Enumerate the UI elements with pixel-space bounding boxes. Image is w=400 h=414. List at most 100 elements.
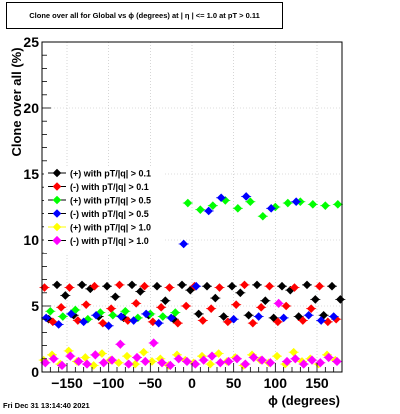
x-tick-label: −50 xyxy=(138,375,162,391)
data-point xyxy=(82,359,92,369)
data-point xyxy=(233,204,243,213)
data-point xyxy=(265,281,274,291)
data-point xyxy=(131,359,140,369)
legend-marker xyxy=(52,195,62,205)
data-point xyxy=(141,309,151,319)
data-point xyxy=(99,358,109,368)
data-point xyxy=(121,306,130,316)
x-tick-label: 150 xyxy=(305,375,329,391)
data-point xyxy=(282,356,292,367)
data-point xyxy=(49,354,59,364)
data-point xyxy=(182,356,192,367)
x-tick-label: 50 xyxy=(226,375,242,391)
data-point xyxy=(132,352,142,363)
data-point xyxy=(116,312,126,321)
data-point xyxy=(261,296,270,306)
data-point xyxy=(227,281,237,291)
data-point xyxy=(186,285,195,295)
data-point xyxy=(194,309,203,319)
data-point xyxy=(111,292,120,302)
data-point xyxy=(198,316,208,325)
data-point xyxy=(204,206,213,216)
data-point xyxy=(115,339,125,349)
data-point xyxy=(329,312,338,321)
data-point xyxy=(252,280,262,290)
data-point xyxy=(122,351,132,361)
data-point xyxy=(219,312,228,321)
data-point xyxy=(214,349,223,358)
data-point xyxy=(206,359,215,369)
data-point xyxy=(236,288,245,298)
data-point xyxy=(102,281,112,291)
data-point xyxy=(240,280,249,290)
data-point xyxy=(215,358,225,368)
footer-timestamp: Fri Dec 31 13:14:40 2021 xyxy=(3,401,90,410)
data-point xyxy=(140,356,150,367)
data-point xyxy=(91,310,101,320)
data-point xyxy=(307,355,317,365)
data-point xyxy=(304,310,313,320)
data-point xyxy=(181,301,191,311)
data-point xyxy=(256,303,266,312)
data-point xyxy=(171,308,180,317)
data-point xyxy=(179,239,188,249)
data-point xyxy=(272,351,282,361)
data-point xyxy=(115,280,124,290)
data-point xyxy=(147,357,157,366)
data-point xyxy=(208,201,218,210)
data-point xyxy=(246,197,255,207)
data-point xyxy=(316,316,326,325)
legend-marker xyxy=(52,209,62,218)
data-point xyxy=(332,356,342,367)
data-point xyxy=(257,355,267,365)
data-point xyxy=(244,310,253,320)
legend-marker xyxy=(52,168,62,178)
y-axis-label: Clone over all (%) xyxy=(9,47,24,156)
data-point xyxy=(183,198,193,208)
data-marks xyxy=(38,192,346,370)
legend-label: (-) with pT/|q| > 1.0 xyxy=(70,236,149,246)
data-point xyxy=(52,280,62,290)
data-point xyxy=(172,350,182,360)
data-point xyxy=(106,304,116,313)
data-point xyxy=(191,281,201,291)
data-point xyxy=(216,193,226,203)
data-point xyxy=(73,316,83,325)
data-point xyxy=(157,358,167,368)
data-point xyxy=(46,306,55,316)
data-point xyxy=(315,281,324,291)
data-point xyxy=(249,352,259,363)
data-point xyxy=(290,283,299,292)
data-point xyxy=(331,314,341,324)
data-point xyxy=(124,359,134,369)
data-point xyxy=(199,355,209,365)
data-point xyxy=(165,360,175,370)
data-point xyxy=(57,360,67,370)
data-point xyxy=(323,317,333,327)
data-point xyxy=(291,197,301,207)
data-point xyxy=(269,313,278,323)
data-point xyxy=(131,299,141,308)
data-point xyxy=(47,350,57,360)
data-point xyxy=(283,198,293,208)
data-point xyxy=(148,317,158,327)
legend-marker xyxy=(52,182,62,191)
data-point xyxy=(156,354,165,364)
data-point xyxy=(81,300,91,309)
legend-label: (-) with pT/|q| > 0.5 xyxy=(70,209,149,219)
data-point xyxy=(81,353,90,362)
data-point xyxy=(61,291,70,300)
data-point xyxy=(254,312,263,321)
data-point xyxy=(308,200,318,209)
data-point xyxy=(324,352,334,363)
data-point xyxy=(90,350,100,360)
data-point xyxy=(273,317,283,327)
data-point xyxy=(161,296,170,306)
data-point xyxy=(40,358,50,368)
data-point xyxy=(333,200,343,209)
y-tick-label: 25 xyxy=(23,34,39,50)
data-point xyxy=(336,295,345,304)
x-axis-label: ϕ (degrees) xyxy=(268,393,340,408)
data-point xyxy=(54,320,63,329)
